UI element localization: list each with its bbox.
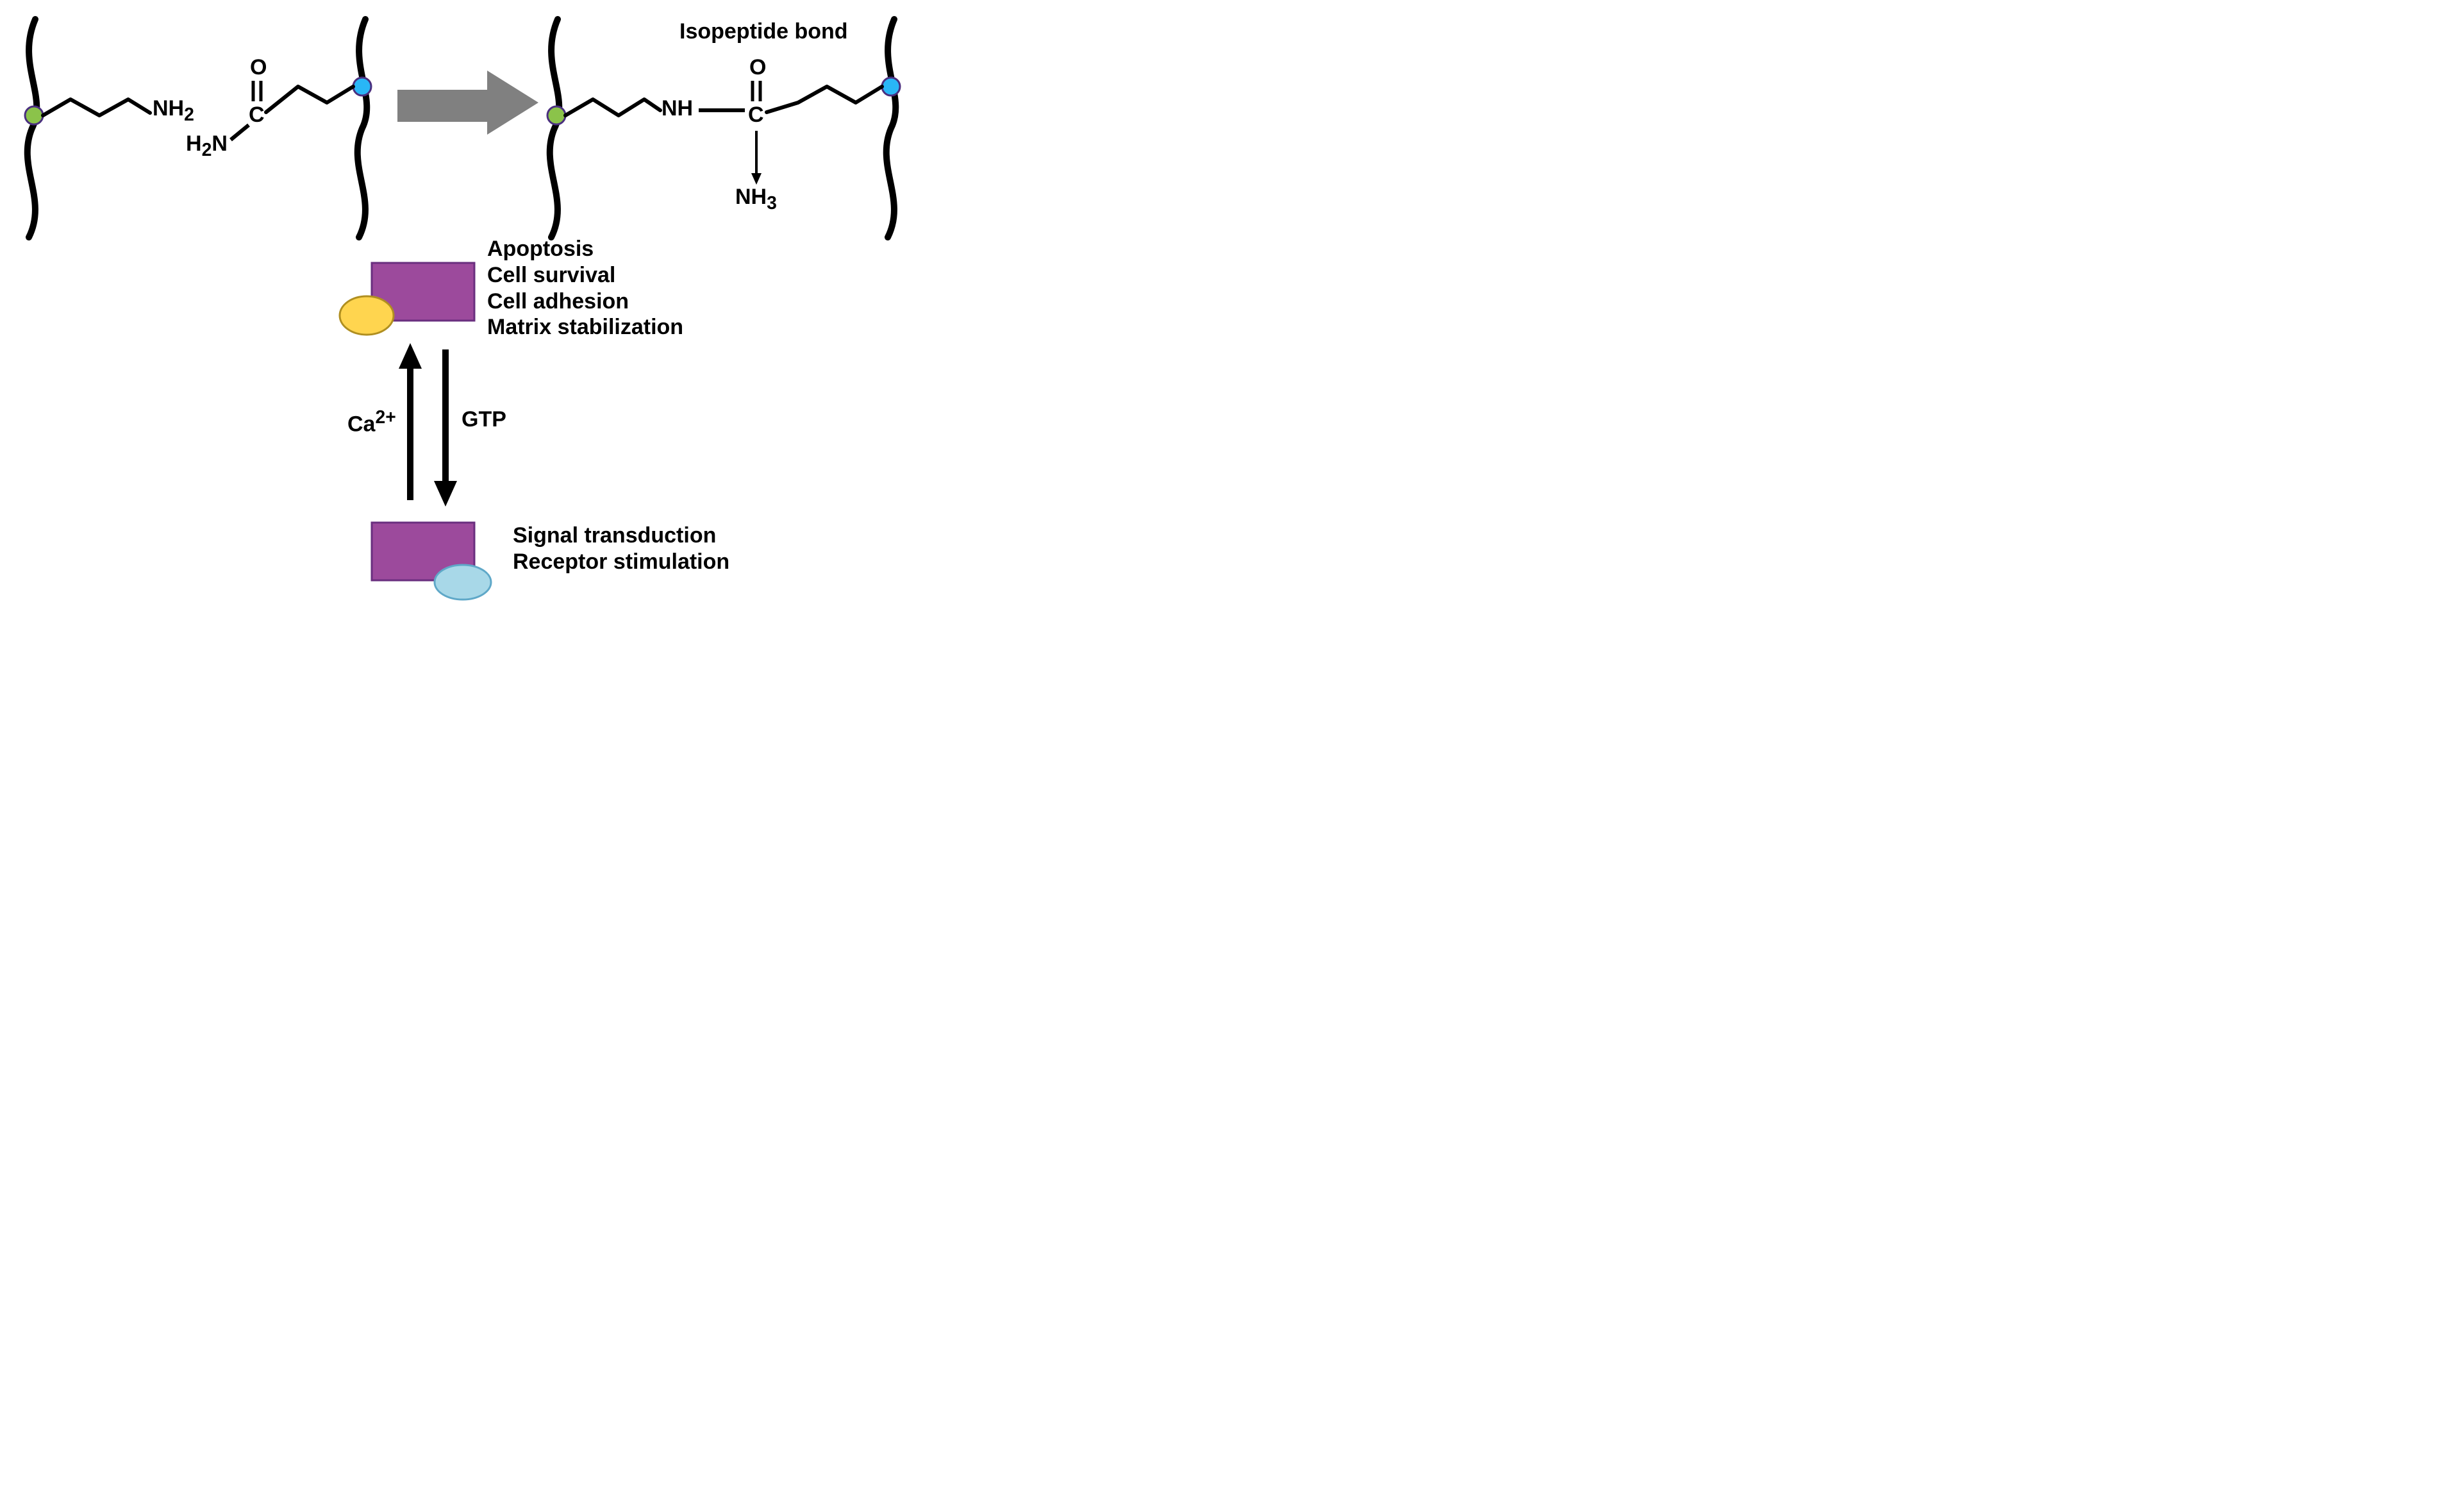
functions-ca-list: Apoptosis Cell survival Cell adhesion Ma… bbox=[487, 236, 683, 340]
func-gdp-1: Signal transduction bbox=[513, 523, 729, 549]
glutamine-chain-left bbox=[266, 87, 353, 112]
isopeptide-bond-label: Isopeptide bond bbox=[679, 19, 848, 44]
tg2-lower-label: TG2 bbox=[397, 537, 439, 562]
c-n-bond-left bbox=[231, 125, 249, 140]
nh-label: NH bbox=[662, 96, 693, 121]
gdp-ellipse-label: GDP bbox=[444, 573, 480, 592]
ca2plus-ellipse-label: Ca2+ bbox=[351, 305, 388, 328]
equilibrium-arrow-down-head bbox=[434, 481, 457, 507]
protein-strand-right-1 bbox=[550, 19, 560, 237]
lysine-chain-right bbox=[565, 99, 660, 115]
green-dot-right bbox=[547, 106, 565, 124]
ca2plus-arrow-label: Ca2+ bbox=[347, 407, 396, 437]
protein-strand-left-2 bbox=[358, 19, 367, 237]
equilibrium-arrow-up-head bbox=[399, 343, 422, 369]
green-dot-left bbox=[25, 106, 43, 124]
func-gdp-2: Receptor stimulation bbox=[513, 549, 729, 575]
tg2-upper-label: TG2 bbox=[397, 278, 439, 303]
glutamine-chain-right bbox=[767, 87, 882, 112]
nh3-label: NH3 bbox=[735, 185, 777, 214]
nh2-label: NH2 bbox=[153, 96, 194, 126]
diagram-svg bbox=[0, 0, 951, 625]
reaction-arrow bbox=[397, 71, 538, 135]
gtp-arrow-label: GTP bbox=[462, 407, 506, 432]
blue-dot-left bbox=[353, 78, 371, 96]
func-ca-1: Apoptosis bbox=[487, 236, 683, 262]
func-ca-2: Cell survival bbox=[487, 262, 683, 289]
functions-gdp-list: Signal transduction Receptor stimulation bbox=[513, 523, 729, 575]
nh3-arrow-head bbox=[751, 173, 762, 185]
blue-dot-right bbox=[882, 78, 900, 96]
protein-strand-left-1 bbox=[28, 19, 37, 237]
o-double-bond-right-label: O bbox=[749, 55, 766, 80]
c-right-label: C bbox=[748, 103, 764, 128]
c-left-label: C bbox=[249, 103, 265, 128]
lysine-chain-left bbox=[43, 99, 150, 115]
func-ca-4: Matrix stabilization bbox=[487, 314, 683, 340]
h2n-label: H2N bbox=[186, 131, 228, 161]
protein-strand-right-2 bbox=[887, 19, 896, 237]
diagram-canvas: Isopeptide bond NH2 O C H2N NH O C NH3 T… bbox=[0, 0, 951, 625]
o-double-bond-left-label: O bbox=[250, 55, 267, 80]
func-ca-3: Cell adhesion bbox=[487, 289, 683, 315]
